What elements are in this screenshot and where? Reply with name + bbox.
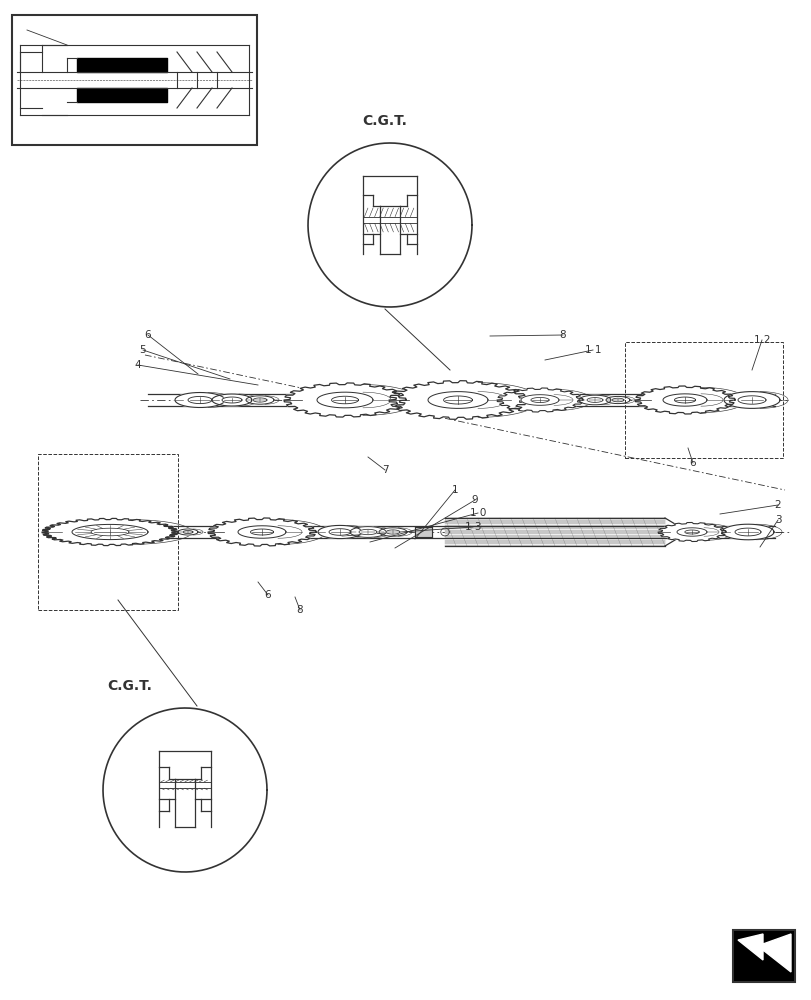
Polygon shape xyxy=(443,396,472,404)
Text: 6: 6 xyxy=(689,458,696,468)
Polygon shape xyxy=(246,396,273,404)
Text: 1 2: 1 2 xyxy=(753,335,770,345)
Polygon shape xyxy=(737,396,765,404)
Text: 7: 7 xyxy=(381,465,388,475)
Polygon shape xyxy=(496,388,582,412)
Polygon shape xyxy=(91,528,129,536)
Text: 8: 8 xyxy=(559,330,565,340)
Polygon shape xyxy=(657,522,725,542)
Text: C.G.T.: C.G.T. xyxy=(363,114,407,128)
Bar xyxy=(732,930,794,982)
Polygon shape xyxy=(238,526,285,538)
Polygon shape xyxy=(175,393,225,407)
Polygon shape xyxy=(737,934,790,972)
Text: 8: 8 xyxy=(296,605,303,615)
Polygon shape xyxy=(307,143,471,307)
Polygon shape xyxy=(250,529,273,535)
Polygon shape xyxy=(427,392,487,408)
Bar xyxy=(12,15,257,145)
Polygon shape xyxy=(385,530,400,534)
Text: 1 1: 1 1 xyxy=(584,345,600,355)
Polygon shape xyxy=(253,398,267,402)
Text: 6: 6 xyxy=(144,330,151,340)
Text: C.G.T.: C.G.T. xyxy=(107,679,152,693)
Polygon shape xyxy=(663,394,706,406)
Polygon shape xyxy=(674,397,695,403)
Polygon shape xyxy=(611,398,623,402)
Polygon shape xyxy=(318,525,362,539)
Polygon shape xyxy=(182,531,193,533)
Text: 4: 4 xyxy=(135,360,141,370)
Text: 2: 2 xyxy=(774,500,780,510)
Polygon shape xyxy=(734,528,760,536)
Polygon shape xyxy=(72,524,148,540)
Polygon shape xyxy=(358,529,376,535)
Polygon shape xyxy=(103,708,267,872)
Polygon shape xyxy=(331,396,358,404)
Text: 3: 3 xyxy=(774,515,780,525)
Polygon shape xyxy=(328,529,350,535)
Polygon shape xyxy=(188,396,212,404)
Polygon shape xyxy=(605,396,629,404)
Polygon shape xyxy=(676,528,706,536)
Polygon shape xyxy=(178,529,198,535)
Text: 1: 1 xyxy=(451,485,457,495)
Polygon shape xyxy=(521,395,558,405)
Polygon shape xyxy=(42,518,178,546)
Bar xyxy=(38,454,178,610)
Polygon shape xyxy=(350,527,385,537)
Polygon shape xyxy=(284,383,406,417)
Polygon shape xyxy=(208,518,315,546)
Text: 6: 6 xyxy=(264,590,271,600)
Polygon shape xyxy=(221,397,242,403)
Bar xyxy=(733,931,793,981)
Polygon shape xyxy=(634,386,734,414)
Polygon shape xyxy=(723,392,779,408)
Polygon shape xyxy=(586,398,603,402)
Text: 1 0: 1 0 xyxy=(470,508,486,518)
Polygon shape xyxy=(379,528,406,536)
Text: 9: 9 xyxy=(471,495,478,505)
Polygon shape xyxy=(684,530,698,534)
Polygon shape xyxy=(530,397,548,403)
Polygon shape xyxy=(721,524,773,540)
Text: 1 3: 1 3 xyxy=(464,522,481,532)
Bar xyxy=(624,342,782,458)
Polygon shape xyxy=(388,381,526,419)
Polygon shape xyxy=(212,394,251,406)
Text: 5: 5 xyxy=(139,345,146,355)
Polygon shape xyxy=(316,392,372,408)
Polygon shape xyxy=(578,395,610,405)
